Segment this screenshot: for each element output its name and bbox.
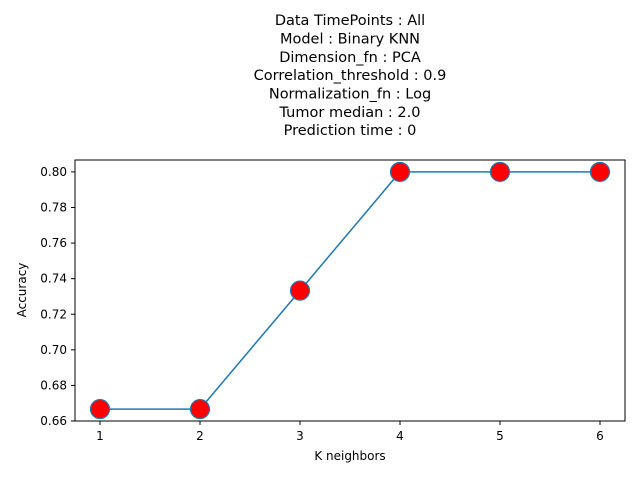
data-point xyxy=(589,161,611,183)
x-axis: 1 2 3 4 5 6 xyxy=(96,421,604,443)
data-point xyxy=(189,398,211,420)
x-tick-label: 1 xyxy=(96,429,104,443)
x-tick-label: 6 xyxy=(596,429,604,443)
x-axis-label: K neighbors xyxy=(314,449,385,463)
x-tick-label: 3 xyxy=(296,429,304,443)
title-line: Model : Binary KNN xyxy=(280,32,420,48)
data-point xyxy=(289,280,311,301)
y-tick-label: 0.66 xyxy=(40,414,67,428)
data-point xyxy=(489,161,511,183)
title-line: Dimension_fn : PCA xyxy=(279,50,421,66)
data-point xyxy=(89,398,111,420)
x-tick-label: 4 xyxy=(396,429,404,443)
y-axis-label: Accuracy xyxy=(15,263,29,318)
y-tick-label: 0.70 xyxy=(40,343,67,357)
title-line: Prediction time : 0 xyxy=(284,123,417,139)
x-tick-label: 5 xyxy=(496,429,504,443)
y-tick-label: 0.74 xyxy=(40,272,67,286)
title-line: Normalization_fn : Log xyxy=(269,87,431,103)
plot-area-border xyxy=(74,159,626,422)
axes-frame xyxy=(74,159,626,422)
y-tick-label: 0.72 xyxy=(40,307,67,321)
x-tick-label: 2 xyxy=(196,429,204,443)
chart-title: Data TimePoints : All Model : Binary KNN… xyxy=(254,13,447,139)
data-series xyxy=(89,161,611,420)
y-tick-label: 0.68 xyxy=(40,378,67,392)
y-tick-label: 0.78 xyxy=(40,201,67,215)
y-tick-label: 0.76 xyxy=(40,236,67,250)
series-line xyxy=(100,171,600,410)
title-line: Data TimePoints : All xyxy=(275,13,425,29)
y-tick-label: 0.80 xyxy=(40,165,67,179)
data-point xyxy=(389,161,411,183)
title-line: Tumor median : 2.0 xyxy=(279,105,421,121)
y-axis: 0.66 0.68 0.70 0.72 0.74 0.76 0.78 0.80 xyxy=(40,165,75,428)
title-line: Correlation_threshold : 0.9 xyxy=(254,68,447,84)
